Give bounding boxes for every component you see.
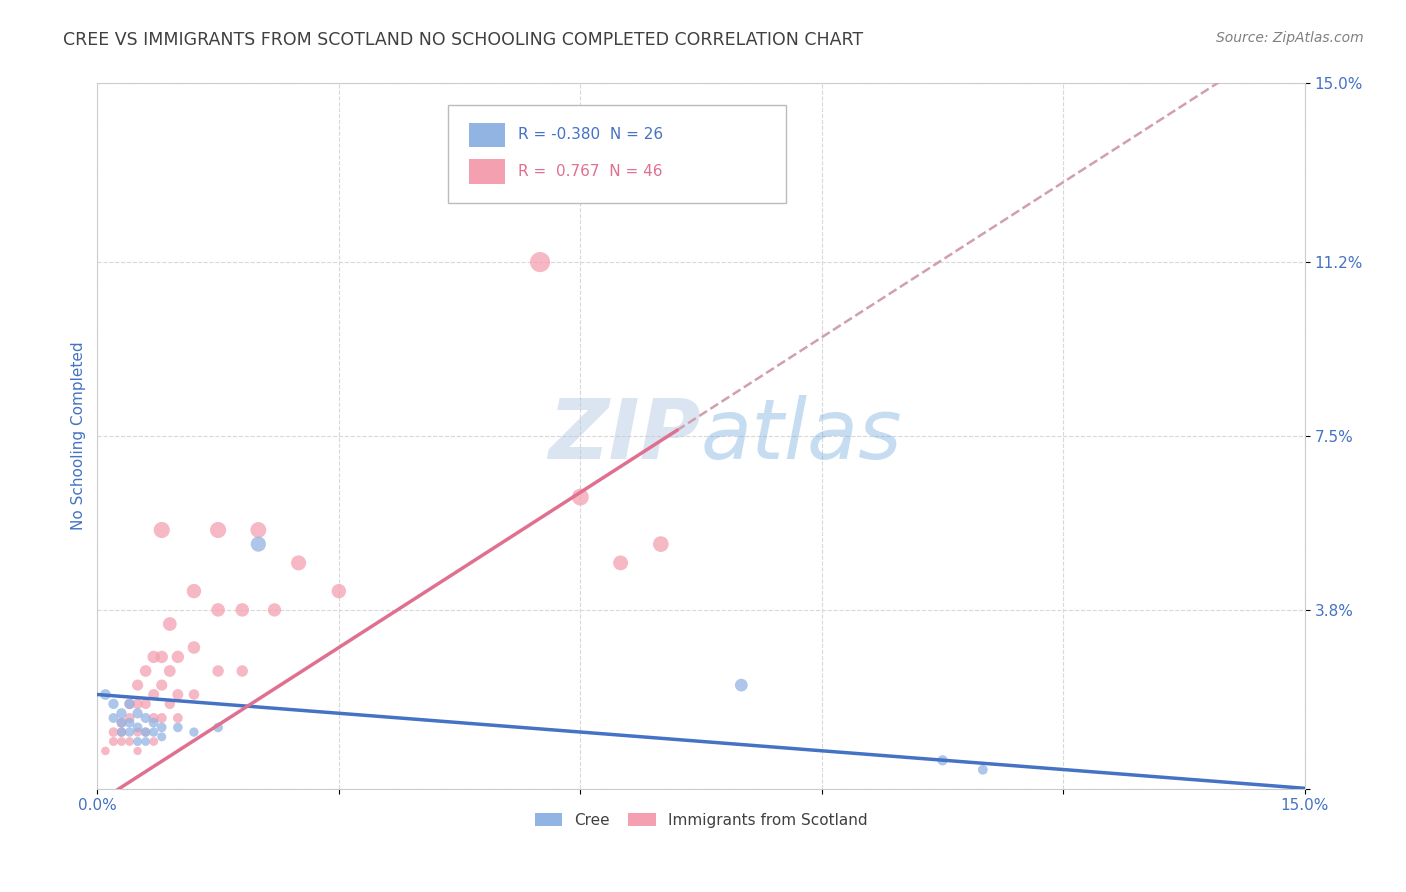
Point: [110, 706, 132, 721]
Legend: Cree, Immigrants from Scotland: Cree, Immigrants from Scotland: [529, 806, 873, 834]
Point: [287, 556, 309, 570]
Point: [150, 649, 173, 664]
Point: [103, 711, 125, 725]
Point: [183, 725, 205, 739]
Point: [142, 711, 165, 725]
Point: [166, 711, 188, 725]
Point: [135, 711, 157, 725]
Point: [730, 678, 752, 692]
Point: [118, 725, 141, 739]
Text: atlas: atlas: [702, 395, 903, 476]
Point: [118, 697, 141, 711]
Point: [207, 523, 229, 537]
Point: [127, 706, 149, 721]
Text: R =  0.767  N = 46: R = 0.767 N = 46: [517, 164, 662, 179]
Point: [135, 725, 157, 739]
Point: [142, 725, 165, 739]
Point: [207, 603, 229, 617]
Point: [609, 556, 631, 570]
Point: [110, 725, 132, 739]
Point: [166, 649, 188, 664]
Point: [110, 715, 132, 730]
Point: [135, 734, 157, 748]
Y-axis label: No Schooling Completed: No Schooling Completed: [72, 342, 86, 531]
Point: [142, 649, 165, 664]
Point: [650, 537, 672, 551]
Point: [183, 688, 205, 702]
Point: [142, 734, 165, 748]
Point: [127, 697, 149, 711]
Text: ZIP: ZIP: [548, 395, 702, 476]
Text: Source: ZipAtlas.com: Source: ZipAtlas.com: [1216, 31, 1364, 45]
Point: [118, 697, 141, 711]
Point: [263, 603, 285, 617]
Point: [135, 664, 157, 678]
Point: [529, 255, 551, 269]
Point: [142, 715, 165, 730]
Point: [166, 720, 188, 734]
Point: [159, 617, 181, 632]
Point: [110, 715, 132, 730]
Point: [127, 725, 149, 739]
Point: [142, 688, 165, 702]
Point: [94, 744, 117, 758]
Point: [166, 688, 188, 702]
Point: [972, 763, 994, 777]
Point: [103, 697, 125, 711]
Point: [150, 720, 173, 734]
Text: R = -0.380  N = 26: R = -0.380 N = 26: [517, 128, 662, 143]
Point: [159, 664, 181, 678]
Point: [103, 734, 125, 748]
Point: [183, 584, 205, 599]
Point: [207, 720, 229, 734]
Point: [127, 734, 149, 748]
Point: [150, 523, 173, 537]
FancyBboxPatch shape: [470, 160, 506, 184]
Point: [247, 537, 270, 551]
Point: [103, 725, 125, 739]
Point: [94, 688, 117, 702]
Point: [127, 678, 149, 692]
Point: [118, 734, 141, 748]
Point: [569, 490, 592, 504]
Point: [150, 711, 173, 725]
Point: [127, 720, 149, 734]
Point: [127, 744, 149, 758]
Point: [231, 603, 253, 617]
Text: CREE VS IMMIGRANTS FROM SCOTLAND NO SCHOOLING COMPLETED CORRELATION CHART: CREE VS IMMIGRANTS FROM SCOTLAND NO SCHO…: [63, 31, 863, 49]
FancyBboxPatch shape: [447, 104, 786, 203]
Point: [247, 523, 270, 537]
Point: [110, 734, 132, 748]
Point: [159, 697, 181, 711]
Point: [150, 678, 173, 692]
Point: [931, 753, 953, 767]
FancyBboxPatch shape: [470, 122, 506, 147]
Point: [207, 664, 229, 678]
Point: [135, 725, 157, 739]
Point: [118, 715, 141, 730]
Point: [135, 697, 157, 711]
Point: [231, 664, 253, 678]
Point: [328, 584, 350, 599]
Point: [183, 640, 205, 655]
Point: [110, 725, 132, 739]
Point: [150, 730, 173, 744]
Point: [118, 711, 141, 725]
